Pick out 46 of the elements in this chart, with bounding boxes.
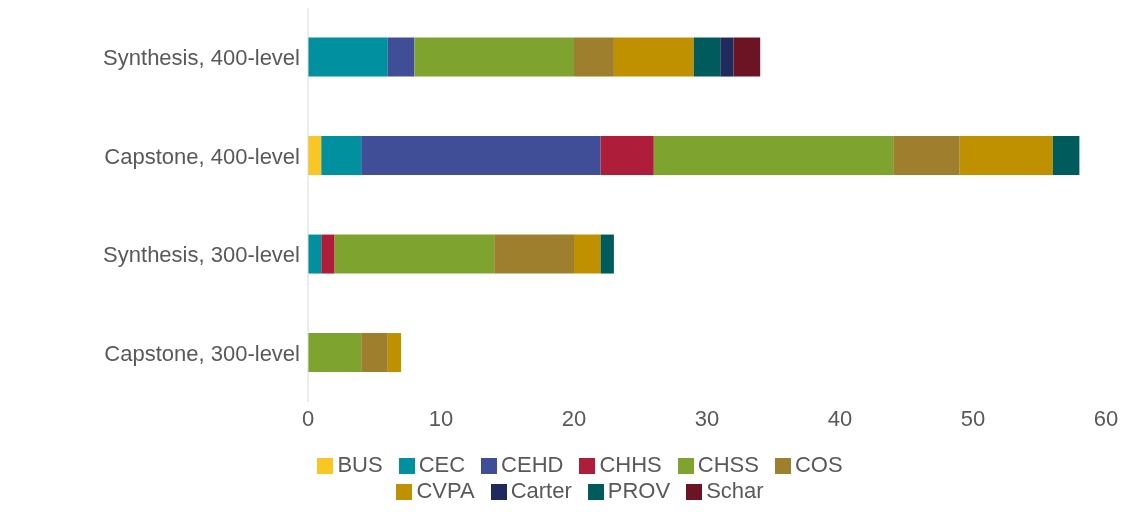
bar [574, 234, 601, 274]
x-tick-label: 20 [561, 405, 587, 431]
legend-label: CEC [418, 452, 466, 477]
bar [334, 234, 495, 274]
y-tick-label: Capstone, 300-level [104, 340, 300, 366]
bar [720, 37, 734, 77]
x-tick-label: 50 [960, 405, 986, 431]
legend-label: BUS [337, 452, 383, 477]
bar [959, 136, 1053, 176]
legend-label: COS [794, 452, 843, 477]
bar [321, 234, 335, 274]
y-tick-label: Capstone, 400-level [104, 143, 300, 169]
bar [600, 234, 614, 274]
bar [308, 136, 322, 176]
bar [387, 333, 402, 373]
bar [733, 37, 761, 77]
bar [361, 333, 388, 373]
legend-label: Carter [510, 478, 572, 503]
legend-label: PROV [607, 478, 671, 503]
bar [387, 37, 415, 77]
bar [653, 136, 894, 176]
x-tick-label: 30 [694, 405, 720, 431]
y-tick-label: Synthesis, 400-level [103, 45, 300, 71]
x-tick-label: 0 [301, 405, 315, 431]
bar [308, 234, 322, 274]
x-tick-label: 60 [1093, 405, 1119, 431]
legend-label: CEHD [501, 452, 564, 477]
bar [893, 136, 960, 176]
legend-label: CVPA [416, 478, 475, 503]
x-tick-label: 40 [827, 405, 853, 431]
bar [600, 136, 654, 176]
x-tick-label: 10 [428, 405, 454, 431]
bar [308, 333, 362, 373]
bar [361, 136, 601, 176]
bar [693, 37, 721, 77]
bar [308, 37, 388, 77]
bar [574, 37, 614, 77]
y-tick-label: Synthesis, 300-level [103, 242, 300, 268]
bar [414, 37, 574, 77]
legend-label: CHSS [697, 452, 759, 477]
legend-label: CHHS [599, 452, 662, 477]
bar [1052, 136, 1080, 176]
bar [613, 37, 694, 77]
legend-label: Schar [706, 478, 764, 503]
bar [494, 234, 574, 274]
bar [321, 136, 362, 176]
